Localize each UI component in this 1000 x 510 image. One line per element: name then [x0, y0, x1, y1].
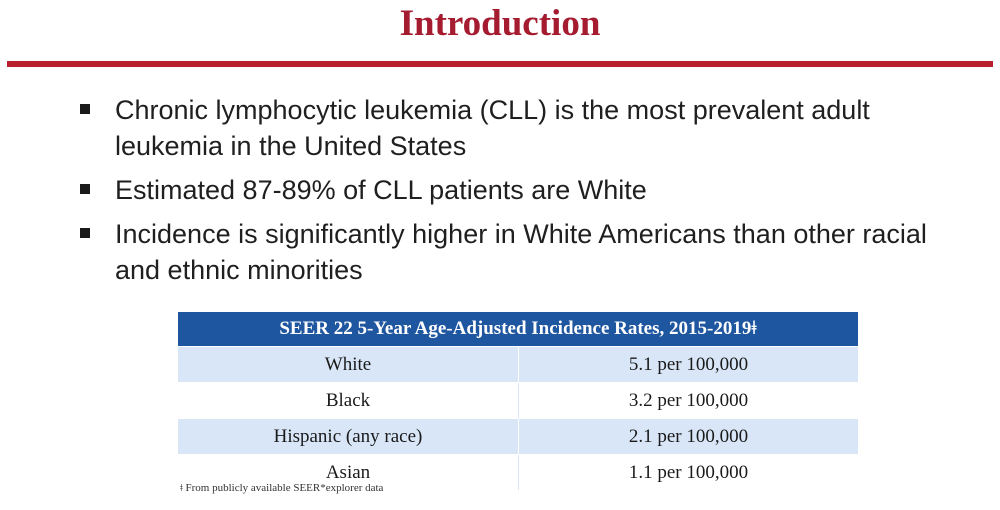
race-cell: Black	[178, 382, 519, 419]
bullet-list: Chronic lymphocytic leukemia (CLL) is th…	[78, 92, 978, 296]
incidence-table: SEER 22 5-Year Age-Adjusted Incidence Ra…	[178, 312, 858, 490]
race-cell: Asian	[178, 454, 519, 490]
rate-cell: 3.2 per 100,000	[518, 382, 858, 419]
bullet-text: Estimated 87-89% of CLL patients are Whi…	[115, 175, 647, 205]
table-row: White 5.1 per 100,000	[178, 346, 858, 383]
title-divider	[7, 61, 993, 67]
bullet-item: Estimated 87-89% of CLL patients are Whi…	[78, 172, 978, 208]
square-bullet-icon	[80, 104, 90, 114]
table-header: SEER 22 5-Year Age-Adjusted Incidence Ra…	[178, 312, 858, 347]
square-bullet-icon	[80, 184, 90, 194]
table-header-row: SEER 22 5-Year Age-Adjusted Incidence Ra…	[178, 312, 858, 347]
bullet-text: Chronic lymphocytic leukemia (CLL) is th…	[115, 95, 870, 161]
table-row: Hispanic (any race) 2.1 per 100,000	[178, 418, 858, 455]
square-bullet-icon	[80, 228, 90, 238]
table-footnote: ǂ From publicly available SEER*explorer …	[180, 482, 384, 494]
incidence-table-container: SEER 22 5-Year Age-Adjusted Incidence Ra…	[178, 312, 858, 490]
race-cell: Hispanic (any race)	[178, 418, 519, 455]
rate-cell: 2.1 per 100,000	[518, 418, 858, 455]
race-cell: White	[178, 346, 519, 383]
bullet-item: Chronic lymphocytic leukemia (CLL) is th…	[78, 92, 978, 164]
table-row: Asian 1.1 per 100,000	[178, 454, 858, 490]
table-row: Black 3.2 per 100,000	[178, 382, 858, 419]
bullet-item: Incidence is significantly higher in Whi…	[78, 216, 978, 288]
rate-cell: 1.1 per 100,000	[518, 454, 858, 490]
bullet-text: Incidence is significantly higher in Whi…	[115, 219, 927, 285]
slide-title: Introduction	[399, 3, 601, 44]
rate-cell: 5.1 per 100,000	[518, 346, 858, 383]
